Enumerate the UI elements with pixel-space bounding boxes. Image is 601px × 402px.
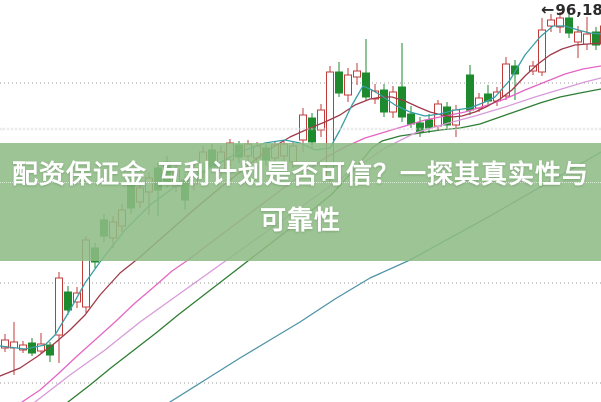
banner-title-line2: 可靠性 xyxy=(259,206,341,236)
banner-title-line1: 配资保证金 互利计划是否可信？一探其真实性与 xyxy=(11,160,590,190)
banner-gridline xyxy=(0,182,601,183)
price-value: 96,18 xyxy=(555,1,601,19)
left-arrow-icon: ← xyxy=(541,0,555,19)
title-banner: 配资保证金 互利计划是否可信？一探其真实性与 可靠性 xyxy=(0,143,601,261)
banner-title: 配资保证金 互利计划是否可信？一探其真实性与 可靠性 xyxy=(0,152,601,244)
soft-shadow-line xyxy=(0,128,601,130)
price-callout: ← 96,18 xyxy=(541,0,601,20)
